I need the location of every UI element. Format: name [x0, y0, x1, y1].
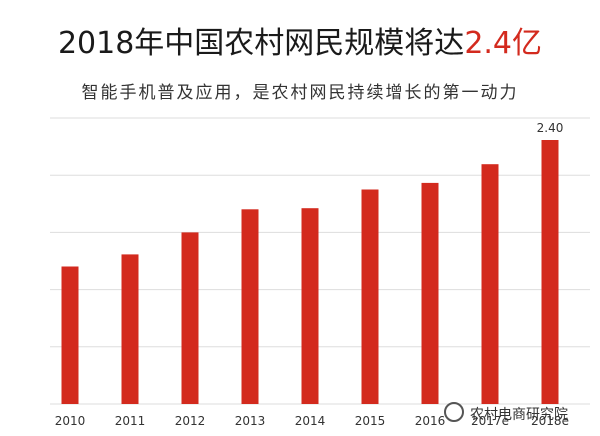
chart-title: 2018年中国农村网民规模将达2.4亿	[0, 18, 600, 62]
title-highlight: 2.4亿	[464, 26, 543, 61]
bar-2014	[301, 208, 319, 404]
watermark-text: 农村电商研究院	[470, 407, 568, 423]
grid-lines	[50, 117, 590, 405]
title-main: 2018年中国农村网民规模将达	[57, 26, 465, 61]
bar-2011	[121, 254, 139, 404]
chart-subtitle: 智能手机普及应用，是农村网民持续增长的第一动力	[81, 83, 519, 103]
bar-2012	[181, 232, 199, 404]
x-tick-label: 2018e	[531, 414, 569, 428]
x-tick-label: 2013	[235, 414, 266, 428]
bar-2013	[241, 209, 259, 404]
x-tick-label: 2015	[355, 414, 386, 428]
data-label: 2.40	[537, 121, 564, 135]
x-tick-label: 2016	[415, 414, 446, 428]
bars	[61, 140, 559, 404]
x-tick-label: 2011	[115, 414, 146, 428]
bar-2018e	[541, 140, 559, 404]
bar-2016	[421, 182, 439, 404]
x-tick-label: 2014	[295, 414, 326, 428]
data-labels: 2.40	[537, 121, 564, 135]
bar-2010	[61, 266, 79, 404]
x-tick-label: 2012	[175, 414, 206, 428]
x-tick-label: 2017e	[471, 414, 509, 428]
bar-2017e	[481, 164, 499, 404]
wechat-icon	[444, 402, 464, 422]
x-axis-ticks: 2010 2011 2012 2013 2014 2015 2016 2017e 2018e	[55, 414, 569, 428]
bar-2015	[361, 189, 379, 404]
x-tick-label: 2010	[55, 414, 86, 428]
